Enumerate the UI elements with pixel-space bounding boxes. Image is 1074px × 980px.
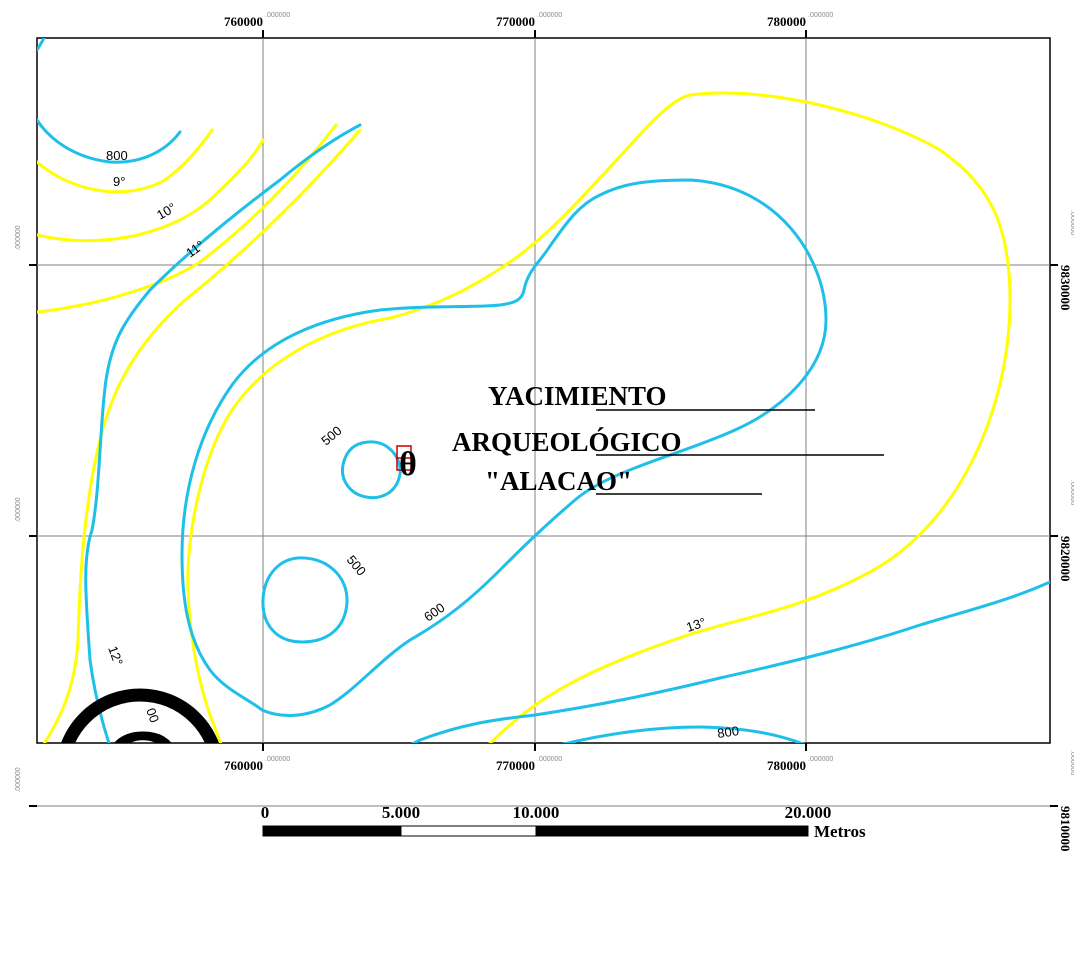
contour-label-800-top: 800 bbox=[106, 148, 128, 163]
isotherm-11 bbox=[37, 123, 338, 314]
contour-800-top bbox=[37, 118, 182, 164]
top-x-suffix-770000: .000000 bbox=[537, 12, 562, 19]
top-x-suffix-760000: .000000 bbox=[265, 12, 290, 19]
bottom-x-suffix-780000: .000000 bbox=[808, 756, 833, 763]
bottom-x-label-770000: 770000 bbox=[496, 758, 535, 773]
site-title: YACIMIENTO ARQUEOLÓGICO "ALACAO" bbox=[452, 381, 884, 496]
top-x-suffix-780000: .000000 bbox=[808, 12, 833, 19]
left-y-suffix-9820000: .000000 bbox=[15, 497, 22, 522]
contour-600 bbox=[180, 178, 828, 717]
scale-segment-3 bbox=[535, 825, 809, 837]
left-y-suffix-9810000: .000000 bbox=[15, 767, 22, 792]
right-y-label-9830000: 9830000 bbox=[1058, 265, 1073, 311]
scale-label-0: 0 bbox=[261, 803, 270, 822]
right-y-suffix-9810000: .000000 bbox=[1069, 750, 1074, 775]
scale-segment-1 bbox=[262, 825, 402, 837]
scale-bar: 0 5.000 10.000 20.000 Metros bbox=[261, 803, 866, 841]
contour-label-13: 13° bbox=[684, 615, 707, 635]
temperature-isotherms bbox=[37, 91, 1012, 743]
right-y-label-9810000: 9810000 bbox=[1058, 806, 1073, 852]
contour-500-b bbox=[261, 556, 349, 644]
scale-label-20000: 20.000 bbox=[785, 803, 832, 822]
map-frame bbox=[36, 37, 1051, 744]
contour-label-800-bottom: 800 bbox=[716, 723, 740, 741]
site-marker-icon: θ bbox=[399, 446, 417, 483]
isotherm-9 bbox=[37, 128, 214, 194]
title-line-1: YACIMIENTO bbox=[488, 381, 667, 411]
right-y-label-9820000: 9820000 bbox=[1058, 536, 1073, 582]
title-line-3: "ALACAO" bbox=[485, 466, 632, 496]
bottom-coordinate-labels: 760000 .000000 770000 .000000 780000 .00… bbox=[224, 756, 833, 773]
tick-marks bbox=[29, 30, 1058, 807]
contour-800-bottom bbox=[561, 725, 805, 743]
contour-label-12: 12° bbox=[105, 644, 126, 668]
scale-label-10000: 10.000 bbox=[513, 803, 560, 822]
top-x-label-770000: 770000 bbox=[496, 14, 535, 29]
contour-label-00: 00 bbox=[143, 706, 162, 725]
left-y-suffix-9830000: .000000 bbox=[15, 225, 22, 250]
right-y-suffix-9820000: .000000 bbox=[1069, 480, 1074, 505]
title-line-2: ARQUEOLÓGICO bbox=[452, 427, 682, 457]
top-x-label-760000: 760000 bbox=[224, 14, 263, 29]
scale-label-5000: 5.000 bbox=[382, 803, 420, 822]
contour-upper-left bbox=[37, 38, 46, 52]
bottom-x-suffix-760000: .000000 bbox=[265, 756, 290, 763]
copyright-circle-icon bbox=[61, 688, 219, 743]
archaeological-site-marker: θ bbox=[396, 445, 417, 483]
contour-west bbox=[84, 123, 362, 743]
coordinate-grid bbox=[37, 38, 1050, 807]
top-x-label-780000: 780000 bbox=[767, 14, 806, 29]
contour-south-east bbox=[411, 580, 1050, 743]
copyright-letter: C bbox=[98, 709, 181, 837]
isotherm-10 bbox=[37, 138, 265, 243]
left-coordinate-labels: .000000 .000000 .000000 bbox=[15, 225, 22, 792]
bottom-x-label-780000: 780000 bbox=[767, 758, 806, 773]
contour-500-a bbox=[340, 440, 402, 500]
right-coordinate-labels: 9830000 .000000 9820000 .000000 9810000 … bbox=[1058, 210, 1074, 852]
scale-unit: Metros bbox=[814, 822, 866, 841]
bottom-x-label-760000: 760000 bbox=[224, 758, 263, 773]
bottom-x-suffix-770000: .000000 bbox=[537, 756, 562, 763]
elevation-contours bbox=[37, 38, 1050, 743]
right-y-suffix-9830000: .000000 bbox=[1069, 210, 1074, 235]
scale-segment-2 bbox=[400, 825, 537, 837]
top-coordinate-labels: 760000 .000000 770000 .000000 780000 .00… bbox=[224, 12, 833, 29]
contour-label-9: 9° bbox=[113, 174, 125, 189]
copyright-mark: C bbox=[61, 688, 219, 837]
isotherm-inner bbox=[186, 91, 1012, 743]
